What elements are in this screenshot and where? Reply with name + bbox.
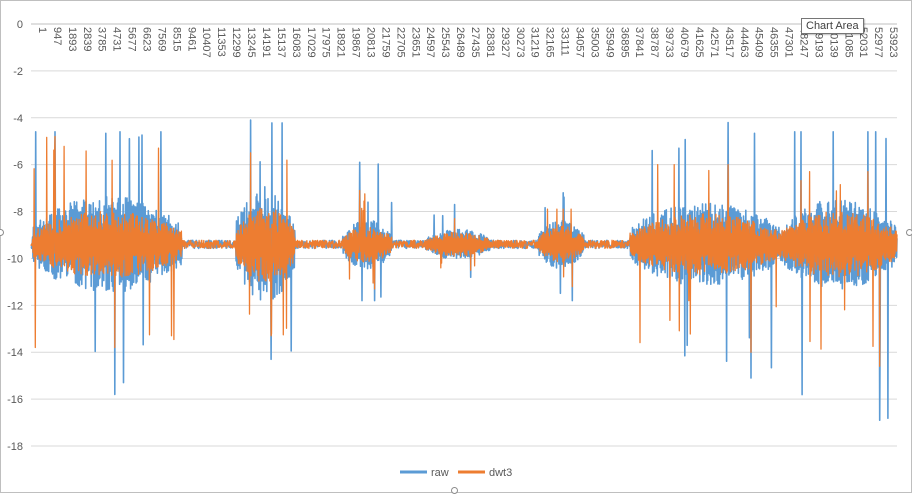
- x-tick-label: 23651: [409, 27, 421, 58]
- x-tick-label: 39733: [663, 27, 675, 58]
- x-tick-label: 35949: [603, 27, 615, 58]
- x-tick-label: 17975: [320, 27, 332, 58]
- x-tick-label: 36895: [618, 27, 630, 58]
- x-tick-label: 13245: [245, 27, 257, 58]
- x-tick-label: 19867: [350, 27, 362, 58]
- x-tick-label: 51085: [842, 27, 854, 58]
- x-tick-label: 40679: [678, 27, 690, 58]
- x-tick-label: 14191: [260, 27, 272, 58]
- legend-label-dwt3: dwt3: [489, 467, 512, 479]
- x-tick-label: 9461: [185, 27, 197, 51]
- x-tick-label: 45409: [753, 27, 765, 58]
- x-axis: 1 947 1893 2839 3785 4731 5677 6623 7569 8515 9461…: [31, 23, 899, 58]
- x-tick-label: 50139: [827, 27, 839, 58]
- x-tick-label: 29327: [499, 27, 511, 58]
- x-tick-label: 28381: [484, 27, 496, 58]
- y-tick-label: -10: [7, 253, 23, 265]
- x-tick-label: 48247: [797, 27, 809, 58]
- x-tick-label: 35003: [588, 27, 600, 58]
- x-tick-label: 4731: [111, 27, 123, 51]
- x-tick-label: 1893: [66, 27, 78, 51]
- legend-label-raw: raw: [431, 467, 449, 479]
- x-tick-label: 49193: [812, 27, 824, 58]
- resize-handle-left[interactable]: [0, 229, 4, 236]
- x-tick-label: 20813: [364, 27, 376, 58]
- x-tick-label: 32165: [544, 27, 556, 58]
- y-tick-label: -14: [7, 347, 23, 359]
- x-tick-label: 34057: [574, 27, 586, 58]
- x-tick-label: 44463: [738, 27, 750, 58]
- x-tick-label: 26489: [454, 27, 466, 58]
- x-tick-label: 37841: [633, 27, 645, 58]
- x-tick-label: 10407: [200, 27, 212, 58]
- x-tick-label: 38787: [648, 27, 660, 58]
- x-tick-label: 21759: [379, 27, 391, 58]
- x-tick-label: 18921: [335, 27, 347, 58]
- x-tick-label: 16083: [290, 27, 302, 58]
- x-tick-label: 6623: [141, 27, 153, 51]
- x-tick-label: 43517: [723, 27, 735, 58]
- x-tick-label: 947: [51, 27, 63, 45]
- y-tick-label: -18: [7, 441, 23, 453]
- x-tick-label: 31219: [529, 27, 541, 58]
- series-line-dwt3[interactable]: [30, 135, 898, 367]
- x-tick-label: 1: [36, 27, 48, 33]
- x-tick-label: 2839: [81, 27, 93, 51]
- x-tick-label: 33111: [559, 27, 571, 56]
- x-tick-label: 46355: [768, 27, 780, 58]
- resize-handle-right[interactable]: [906, 229, 912, 236]
- y-axis-labels: 0 -2 -4 -6 -8 -10 -12 -14 -16 -18: [7, 19, 23, 453]
- y-tick-label: 0: [17, 19, 23, 31]
- x-tick-label: 52977: [872, 27, 884, 58]
- y-tick-label: -16: [7, 394, 23, 406]
- y-tick-label: -12: [7, 300, 23, 312]
- x-tick-label: 27435: [469, 27, 481, 58]
- x-tick-label: 25543: [439, 27, 451, 58]
- x-tick-label: 15137: [275, 27, 287, 58]
- x-tick-label: 3785: [96, 27, 108, 51]
- x-tick-label: 11353: [215, 27, 227, 57]
- y-tick-label: -8: [13, 207, 23, 219]
- x-tick-label: 42571: [708, 27, 720, 58]
- x-tick-label: 8515: [170, 27, 182, 51]
- chart-area-tooltip: Chart Area: [801, 18, 864, 34]
- x-tick-label: 30273: [514, 27, 526, 58]
- x-tick-label: 12299: [230, 27, 242, 58]
- x-tick-label: 47301: [783, 27, 795, 58]
- x-tick-label: 52031: [857, 27, 869, 58]
- x-tick-label: 24597: [424, 27, 436, 58]
- y-tick-label: -2: [13, 66, 23, 78]
- plot-series: [30, 119, 898, 421]
- x-tick-label: 17029: [305, 27, 317, 58]
- x-tick-label: 7569: [155, 27, 167, 51]
- y-tick-label: -4: [13, 113, 23, 125]
- x-tick-label: 5677: [126, 27, 138, 51]
- legend[interactable]: raw dwt3: [400, 467, 512, 479]
- y-tick-label: -6: [13, 160, 23, 172]
- x-tick-label: 41625: [693, 27, 705, 58]
- x-tick-label: 53923: [887, 27, 899, 58]
- x-tick-label: 22705: [394, 27, 406, 58]
